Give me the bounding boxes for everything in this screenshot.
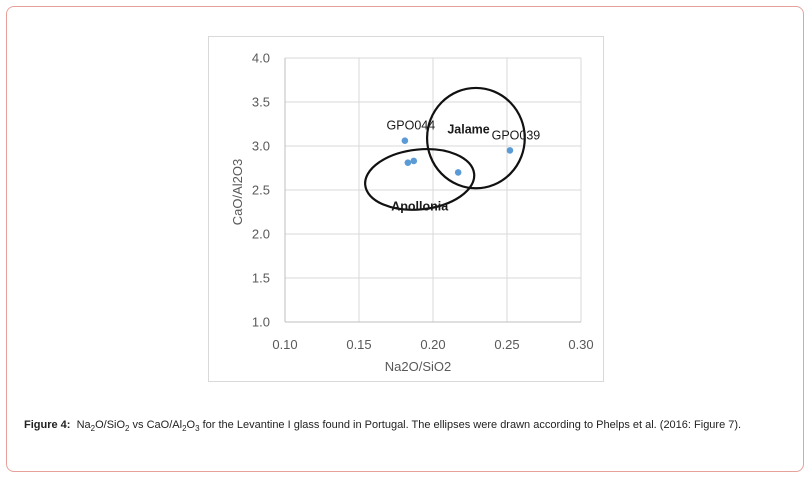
- y-axis-title: CaO/Al2O3: [230, 159, 245, 225]
- axes: 1.0 1.5 2.0 2.5 3.0 3.5 4.0 0.10 0.15 0.20 0.25 0.3…: [230, 51, 594, 375]
- figure-caption: Figure 4: Na2O/SiO2 vs CaO/Al2O3 for the…: [24, 418, 804, 433]
- gridlines: [285, 57, 582, 322]
- data-point: [506, 147, 514, 154]
- x-tick-label: 0.30: [568, 337, 593, 352]
- y-tick-label: 2.5: [252, 183, 270, 198]
- y-tick-label: 3.5: [252, 95, 270, 110]
- data-point: [404, 159, 412, 167]
- ellipse-jalame: [425, 86, 526, 190]
- y-tick-label: 2.0: [252, 227, 270, 242]
- ellipse-apollonia: [364, 148, 476, 211]
- figure-frame: [6, 6, 804, 472]
- x-tick-label: 0.20: [420, 337, 445, 352]
- group-label: Jalame: [447, 122, 489, 136]
- scatter-chart: 1.0 1.5 2.0 2.5 3.0 3.5 4.0 0.10 0.15 0.20 0.25 0.3…: [230, 51, 594, 375]
- data-points: [401, 137, 514, 176]
- x-tick-label: 0.15: [346, 337, 371, 352]
- ellipses: [364, 86, 526, 211]
- x-axis-title: Na2O/SiO2: [385, 359, 451, 374]
- point-label: GPO039: [492, 128, 541, 142]
- caption-text: Na2O/SiO2 vs CaO/Al2O3 for the Levantine…: [76, 419, 742, 434]
- data-point: [454, 169, 462, 176]
- y-tick-label: 3.0: [252, 139, 270, 154]
- x-tick-label: 0.10: [272, 337, 297, 352]
- y-tick-label: 4.0: [252, 51, 270, 66]
- caption-label: Figure 4:: [24, 419, 71, 431]
- x-tick-label: 0.25: [494, 337, 519, 352]
- chart-panel: [208, 36, 604, 382]
- point-label: GPO044: [387, 119, 436, 133]
- y-tick-label: 1.5: [252, 271, 270, 286]
- data-point: [410, 157, 418, 165]
- y-tick-label: 1.0: [252, 315, 270, 330]
- group-label: Apollonia: [391, 200, 449, 214]
- labels: GPO044 GPO039 Apollonia Jalame: [387, 119, 541, 214]
- data-point: [401, 137, 409, 145]
